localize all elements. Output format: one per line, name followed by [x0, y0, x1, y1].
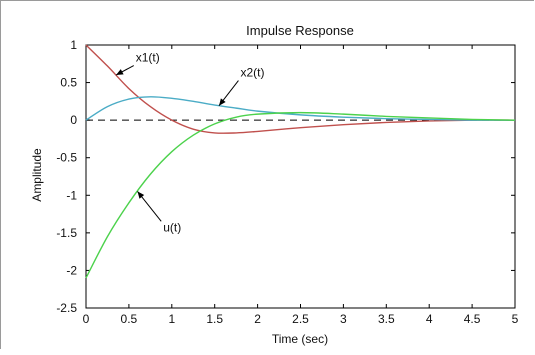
y-tick-label: -1	[66, 188, 77, 202]
x-tick-label: 3	[340, 312, 347, 326]
x-tick-label: 4.5	[464, 312, 481, 326]
chart-title: Impulse Response	[246, 23, 354, 38]
y-tick-label: 0	[70, 113, 77, 127]
y-tick-label: -1.5	[56, 226, 77, 240]
series-line-ut	[85, 111, 516, 279]
y-tick-label: -2.5	[56, 301, 77, 315]
y-axis-label: Amplitude	[30, 148, 44, 202]
annotation-label: u(t)	[163, 220, 181, 234]
x-tick-label: 5	[512, 312, 519, 326]
series-line-x2t	[85, 96, 516, 121]
y-tick-label: 0.5	[60, 76, 77, 90]
annotation-arrowhead	[137, 191, 145, 199]
x-tick-label: 4	[426, 312, 433, 326]
x-tick-label: 0	[83, 312, 90, 326]
x-tick-label: 3.5	[378, 312, 395, 326]
x-tick-label: 2.5	[292, 312, 309, 326]
x-axis-label: Time (sec)	[272, 332, 328, 346]
annotation-arrowhead	[116, 69, 124, 76]
annotation-label: x1(t)	[136, 51, 160, 65]
plot-area: 0 0.5 1 1.5 2 2.5 3 3.5 4 4.5 5 -2.5 -2 -1.5 -1 -0.5 0 0.…	[56, 38, 518, 326]
series-line-x1t	[85, 44, 516, 134]
x-tick-label: 1	[168, 312, 175, 326]
x-tick-label: 0.5	[121, 312, 138, 326]
annotation-arrowhead	[218, 98, 226, 106]
annotation-label: x2(t)	[240, 66, 264, 80]
y-tick-label: -2	[66, 263, 77, 277]
y-tick-label: 1	[70, 38, 77, 52]
x-tick-label: 2	[254, 312, 261, 326]
x-tick-label: 1.5	[206, 312, 223, 326]
y-tick-label: -0.5	[56, 151, 77, 165]
